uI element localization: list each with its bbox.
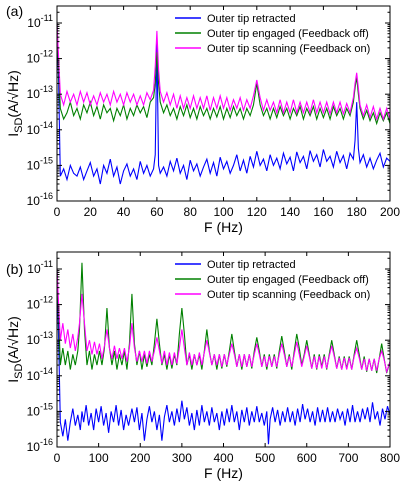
panel-a: 0 20 40 60 80 100 120 140 160 180 200 10-16 10-15 10-… [5, 3, 400, 235]
x-tick-label: 180 [347, 205, 367, 219]
panel-label: (a) [6, 3, 23, 19]
x-tick-label: 0 [54, 205, 61, 219]
y-tick-label: 10-12 [27, 295, 53, 312]
y-axis-label-main: I [5, 379, 21, 383]
legend-entry: Outer tip scanning (Feedback on) [207, 43, 370, 55]
panel-label: (b) [6, 261, 23, 277]
legend: Outer tip retracted Outer tip engaged (Fe… [175, 259, 370, 301]
x-tick-label: 700 [338, 451, 358, 465]
x-tick-label: 800 [380, 451, 400, 465]
y-axis-label-sub: SD [13, 118, 25, 133]
series-line-1 [57, 268, 390, 445]
y-tick-label: 10-11 [27, 259, 53, 276]
x-tick-label: 20 [84, 205, 98, 219]
x-axis-label: F (Hz) [204, 465, 243, 481]
y-tick-label: 10-13 [27, 84, 53, 101]
x-tick-label: 200 [130, 451, 150, 465]
x-tick-label: 400 [213, 451, 233, 465]
x-tick-label: 300 [172, 451, 192, 465]
y-axis-label-sub: SD [13, 364, 25, 379]
y-tick-label: 10-14 [27, 366, 53, 383]
series-group [57, 22, 390, 185]
x-tick-label: 120 [247, 205, 267, 219]
legend-entry: Outer tip scanning (Feedback on) [207, 289, 370, 301]
series-group [57, 262, 390, 445]
series-line-2 [57, 22, 390, 126]
x-tick-label: 40 [117, 205, 131, 219]
legend: Outer tip retracted Outer tip engaged (Fe… [175, 13, 370, 55]
y-axis-label-main: I [5, 133, 21, 137]
y-tick-label: 10-11 [27, 13, 53, 30]
y-tick-label: 10-16 [27, 437, 53, 454]
y-tick-label: 10-14 [27, 120, 53, 137]
x-tick-label: 100 [89, 451, 109, 465]
x-tick-label: 600 [297, 451, 317, 465]
panel-b: 0 100 200 300 400 500 600 700 800 10-16 10-15 10-14… [5, 251, 400, 481]
y-axis-label: ISD(A/√Hz) [5, 316, 25, 383]
series-line-3 [57, 268, 390, 374]
legend-entry: Outer tip retracted [207, 13, 296, 25]
series-line-3 [57, 22, 390, 122]
x-axis-label: F (Hz) [204, 219, 243, 235]
y-axis-label: ISD(A/√Hz) [5, 70, 25, 137]
y-tick-label: 10-16 [27, 191, 53, 208]
y-tick-label: 10-13 [27, 330, 53, 347]
y-axis-label-unit: (A/√Hz) [5, 70, 21, 117]
y-tick-label: 10-15 [27, 155, 53, 172]
x-tick-label: 100 [213, 205, 233, 219]
y-tick-label: 10-15 [27, 401, 53, 418]
x-tick-label: 200 [380, 205, 400, 219]
y-tick-label: 10-12 [27, 49, 53, 66]
legend-entry: Outer tip retracted [207, 259, 296, 271]
x-tick-label: 500 [255, 451, 275, 465]
x-tick-label: 140 [280, 205, 300, 219]
x-tick-label: 60 [150, 205, 164, 219]
legend-entry: Outer tip engaged (Feedback off) [207, 274, 369, 286]
x-tick-label: 0 [54, 451, 61, 465]
legend-entry: Outer tip engaged (Feedback off) [207, 28, 369, 40]
y-axis-label-unit: (A/√Hz) [5, 316, 21, 363]
x-tick-label: 160 [313, 205, 333, 219]
series-line-1 [57, 22, 390, 185]
x-tick-label: 80 [184, 205, 198, 219]
